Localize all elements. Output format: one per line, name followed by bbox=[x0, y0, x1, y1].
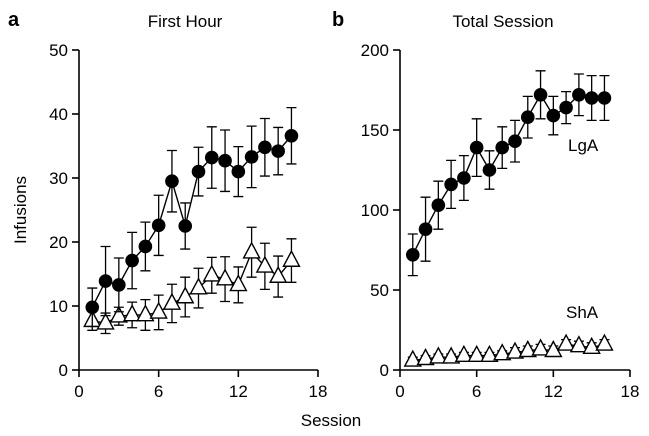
panel-a-x-tick-label: 18 bbox=[309, 382, 328, 401]
panel-a-circle-point bbox=[112, 278, 126, 292]
panel-b-x-tick-label: 12 bbox=[544, 382, 563, 401]
panel-a-circle-point bbox=[218, 153, 232, 168]
panel-b-y-tick-label: 100 bbox=[361, 201, 389, 220]
panel-b-triangle-point bbox=[518, 340, 537, 358]
panel-a-circle-series-line bbox=[91, 135, 292, 308]
panel-a-y-tick-label: 10 bbox=[49, 297, 68, 316]
panel-b-triangle-point bbox=[544, 340, 563, 358]
panel-a-circle-point bbox=[231, 164, 246, 179]
panel-a-y-tick-label: 0 bbox=[59, 361, 68, 380]
panel-a-x-tick-label: 12 bbox=[229, 382, 248, 401]
panel-a-triangle-point bbox=[255, 255, 275, 273]
panel-a-y-tick-label: 30 bbox=[49, 169, 68, 188]
panel-b-triangle-point bbox=[441, 346, 461, 364]
panel-a-circle-point bbox=[85, 300, 100, 315]
panel-b-triangle-point bbox=[454, 344, 474, 362]
panel-a-triangle-point bbox=[96, 312, 115, 330]
panel-a-circle-point bbox=[178, 219, 193, 233]
panel-b-letter: b bbox=[332, 9, 344, 31]
panel-a-triangle-point bbox=[176, 286, 195, 304]
panel-a-triangle-point bbox=[162, 292, 182, 310]
panel-b-y-tick-label: 0 bbox=[380, 361, 389, 380]
panel-a-triangle-point bbox=[282, 249, 301, 267]
panel-a-triangle-point bbox=[149, 301, 168, 319]
panel-a-triangle-point bbox=[202, 264, 221, 282]
panel-b-triangle-series-line bbox=[412, 343, 605, 362]
panel-b-circle-point bbox=[495, 140, 510, 155]
panel-b-circle-point bbox=[482, 163, 497, 177]
annotation-sha: ShA bbox=[566, 303, 599, 322]
panel-b-triangle-point bbox=[480, 344, 499, 362]
panel-a-circle-point bbox=[271, 144, 285, 158]
panel-b-triangle-point bbox=[493, 343, 512, 361]
panel-a-y-tick-label: 20 bbox=[49, 233, 68, 252]
panel-a-circle-point bbox=[244, 150, 259, 164]
panel-b-circle-point bbox=[431, 198, 446, 212]
panel-b-triangle-point bbox=[505, 341, 525, 359]
panel-b-circle-point bbox=[520, 110, 535, 124]
panel-b-circle-series-line bbox=[412, 93, 605, 256]
panel-b-title: Total Session bbox=[452, 12, 553, 31]
panel-a-circle-point bbox=[204, 150, 219, 165]
panel-a-x-tick-label: 6 bbox=[154, 382, 163, 401]
panel-a-triangle-point bbox=[229, 274, 248, 292]
panel-b-circle-point bbox=[469, 140, 484, 155]
panel-b-triangle-point bbox=[403, 349, 422, 367]
panel-b-x-tick-label: 6 bbox=[472, 382, 481, 401]
panel-a-y-tick-label: 50 bbox=[49, 41, 68, 60]
panel-b-y-tick-label: 150 bbox=[361, 121, 389, 140]
panel-a-circle-point bbox=[165, 174, 179, 188]
panel-b-circle-point bbox=[533, 88, 548, 102]
panel-a-x-tick-label: 0 bbox=[74, 382, 83, 401]
panel-a-triangle-point bbox=[268, 265, 288, 283]
panel-b-x-tick-label: 0 bbox=[395, 382, 404, 401]
y-axis-label: Infusions bbox=[11, 176, 30, 244]
panel-a-circle-point bbox=[191, 164, 206, 179]
panel-b-circle-point bbox=[444, 177, 458, 192]
x-axis-label: Session bbox=[301, 411, 361, 430]
panel-a-triangle-point bbox=[122, 304, 142, 322]
panel-a-circle-point bbox=[125, 253, 139, 268]
panel-a-title: First Hour bbox=[148, 12, 223, 31]
panel-b-triangle-point bbox=[569, 335, 589, 353]
panel-b-circle-point bbox=[584, 91, 599, 105]
panel-b-y-tick-label: 200 bbox=[361, 41, 389, 60]
panel-b-circle-point bbox=[508, 134, 522, 148]
panel-b-triangle-point bbox=[429, 346, 448, 364]
panel-b-circle-point bbox=[559, 100, 573, 115]
panel-a-circle-point bbox=[138, 239, 153, 254]
panel-b-circle-point bbox=[405, 248, 420, 262]
panel-b-circle-point bbox=[546, 108, 561, 123]
panel-a-y-tick-label: 40 bbox=[49, 105, 68, 124]
annotation-lga: LgA bbox=[568, 136, 599, 155]
panel-a-letter: a bbox=[8, 9, 20, 31]
panel-b-triangle-point bbox=[582, 336, 601, 354]
panel-a-plot: 0 10 20 30 40 50 0 6 12 18 bbox=[49, 41, 327, 401]
panel-b-triangle-point bbox=[416, 348, 435, 366]
panel-b-circle-point bbox=[418, 222, 433, 236]
panel-b-x-tick-label: 18 bbox=[621, 382, 640, 401]
panel-a-circle-point bbox=[98, 274, 113, 288]
panel-b-circle-point bbox=[597, 91, 612, 105]
panel-b-triangle-point bbox=[595, 333, 614, 351]
panel-b-circle-point bbox=[457, 171, 471, 185]
panel-a-circle-point bbox=[151, 218, 166, 233]
panel-b-triangle-point bbox=[467, 344, 486, 362]
panel-b-circle-point bbox=[572, 88, 586, 102]
panel-a-triangle-point bbox=[242, 241, 261, 259]
panel-b-triangle-point bbox=[531, 338, 550, 356]
panel-b-plot: 0 50 100 150 200 0 6 12 18 bbox=[361, 41, 640, 401]
panel-a-triangle-point bbox=[109, 305, 129, 323]
panel-a-triangle-point bbox=[136, 304, 155, 322]
panel-b-y-tick-label: 50 bbox=[370, 281, 389, 300]
panel-b-triangle-point bbox=[556, 333, 576, 351]
panel-a-circle-point bbox=[284, 128, 299, 143]
panel-a-circle-point bbox=[258, 140, 272, 155]
panel-a-triangle-point bbox=[189, 277, 208, 295]
panel-a-triangle-point bbox=[215, 268, 235, 286]
